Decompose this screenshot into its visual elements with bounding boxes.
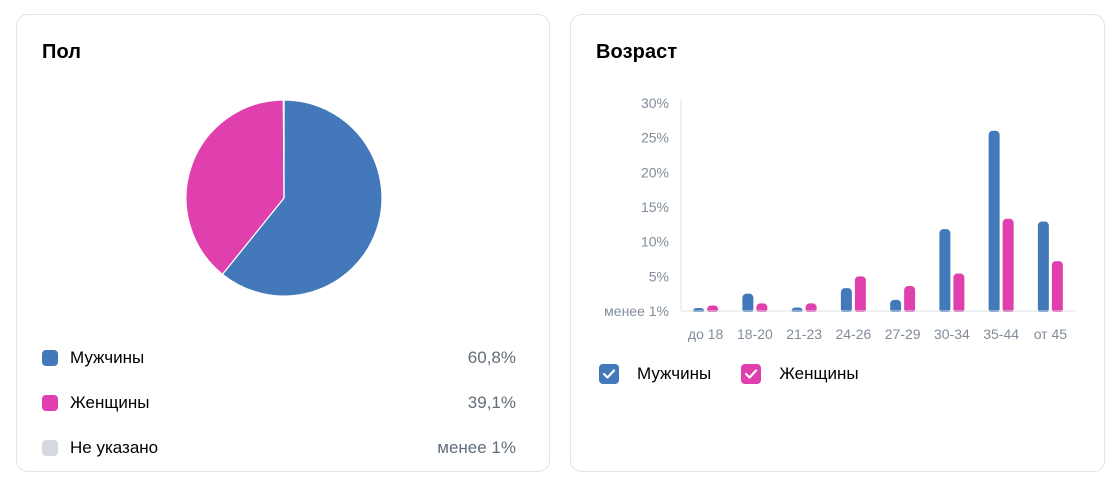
- bar-women: [805, 303, 817, 313]
- bar-women: [854, 276, 866, 313]
- y-tick-label: 15%: [641, 199, 669, 215]
- bar-men: [890, 299, 902, 313]
- x-tick-label: 27-29: [885, 326, 921, 342]
- checkmark-icon: [603, 369, 615, 379]
- bar-base-mask: [1030, 312, 1071, 316]
- x-tick-label: 24-26: [835, 326, 871, 342]
- unspecified-color-swatch: [42, 439, 58, 456]
- legend-label-men: Мужчины: [70, 347, 145, 367]
- y-tick-label: 20%: [641, 164, 669, 180]
- men-color-swatch: [42, 349, 58, 366]
- x-tick-label: 35-44: [983, 326, 1019, 342]
- bar-men: [1037, 221, 1049, 313]
- age-legend-item-men[interactable]: Мужчины: [599, 364, 711, 384]
- legend-item-men: Мужчины 60,8%: [42, 335, 516, 380]
- legend-value-unspecified: менее 1%: [437, 437, 516, 457]
- age-legend-label-men: Мужчины: [637, 364, 712, 383]
- x-tick-label: 21-23: [786, 326, 822, 342]
- age-legend: Мужчины Женщины: [599, 364, 889, 384]
- bar-women: [756, 303, 768, 313]
- x-tick-label: от 45: [1034, 326, 1068, 342]
- bar-base-mask: [981, 312, 1022, 316]
- bar-men: [939, 229, 951, 313]
- legend-value-women: 39,1%: [467, 392, 516, 412]
- legend-item-unspecified: Не указано менее 1%: [42, 425, 516, 470]
- bar-women: [953, 273, 965, 313]
- x-tick-label: 30-34: [934, 326, 970, 342]
- bar-women: [707, 305, 719, 313]
- y-tick-label: 5%: [649, 268, 669, 284]
- y-tick-label: 25%: [641, 130, 669, 146]
- age-title: Возраст: [596, 41, 678, 63]
- y-tick-label: менее 1%: [604, 303, 669, 319]
- bar-base-mask: [931, 312, 972, 316]
- x-tick-label: до 18: [688, 326, 724, 342]
- bar-men: [742, 293, 754, 313]
- gender-card: Пол Мужчины 60,8% Женщины 39,1% Не указа…: [16, 14, 550, 472]
- y-tick-label: 10%: [641, 234, 669, 250]
- gender-pie-chart: [185, 100, 383, 297]
- checkmark-icon: [745, 369, 758, 379]
- bar-men: [791, 307, 803, 313]
- pie-slice-3: [282, 100, 285, 199]
- women-checkbox[interactable]: [741, 364, 762, 384]
- pie-slice-1: [221, 100, 383, 297]
- bar-men: [840, 288, 852, 313]
- women-color-swatch: [42, 394, 58, 411]
- bar-base-mask: [882, 312, 923, 316]
- bar-women: [1051, 261, 1063, 313]
- legend-label-women: Женщины: [70, 392, 150, 412]
- bar-base-mask: [784, 312, 825, 316]
- y-tick-label: 30%: [641, 95, 669, 111]
- age-legend-label-women: Женщины: [779, 364, 859, 383]
- bar-men: [988, 130, 1000, 313]
- bar-base-mask: [734, 312, 775, 316]
- legend-value-men: 60,8%: [467, 347, 516, 367]
- pie-slice-2: [185, 100, 285, 276]
- gender-legend: Мужчины 60,8% Женщины 39,1% Не указано м…: [42, 335, 516, 470]
- age-card: Возраст менее 1% 5% 10% 15% 20% 25% 30% до 18 18…: [570, 14, 1105, 472]
- age-legend-item-women[interactable]: Женщины: [741, 364, 859, 384]
- bar-women: [1002, 218, 1014, 313]
- gender-title: Пол: [42, 41, 82, 63]
- legend-item-women: Женщины 39,1%: [42, 380, 516, 425]
- legend-label-unspecified: Не указано: [70, 437, 159, 457]
- men-checkbox[interactable]: [599, 364, 619, 384]
- bar-base-mask: [833, 312, 874, 316]
- bar-base-mask: [685, 312, 726, 316]
- x-tick-label: 18-20: [737, 326, 773, 342]
- age-bar-chart: менее 1% 5% 10% 15% 20% 25% 30% до 18 18-20 21-23…: [604, 95, 1075, 342]
- bar-women: [904, 286, 916, 313]
